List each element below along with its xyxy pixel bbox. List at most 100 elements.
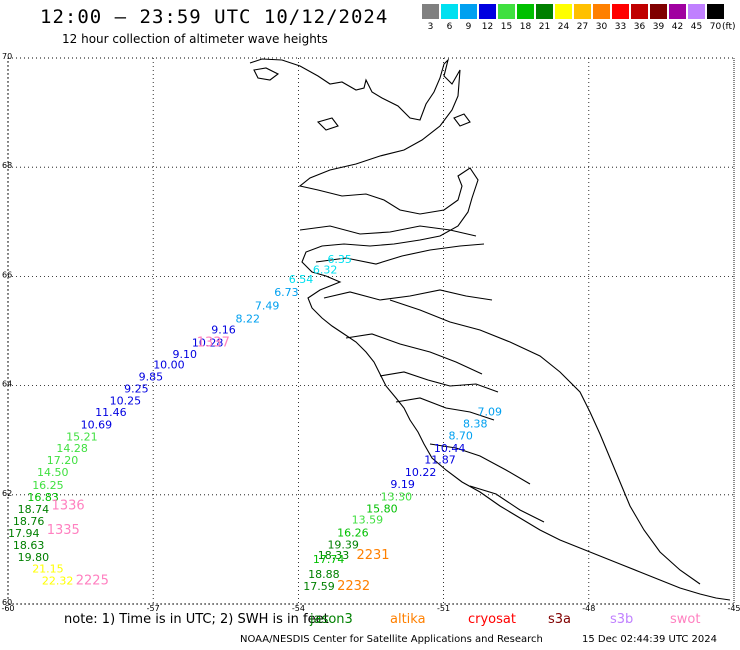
pass-id-label: 1337 — [197, 335, 230, 350]
wave-height-label: 6.35 — [327, 253, 352, 266]
legend-swatch — [593, 4, 610, 19]
legend-swatch — [650, 4, 667, 19]
legend-label: 12 — [481, 22, 494, 32]
latitude-label: 64 — [2, 380, 12, 389]
wave-height-label: 18.88 — [308, 568, 340, 581]
wave-height-label: 8.38 — [463, 418, 488, 431]
wave-height-label: 17.94 — [8, 527, 40, 540]
legend-swatch — [498, 4, 515, 19]
wave-height-label: 22.32 — [42, 574, 74, 587]
fjord-2 — [315, 243, 485, 265]
wave-height-label: 8.70 — [448, 430, 473, 443]
legend-swatch — [688, 4, 705, 19]
wave-height-label: 11.87 — [424, 454, 456, 467]
wave-height-label: 18.33 — [318, 549, 350, 562]
wave-height-label: 7.09 — [477, 406, 502, 419]
wave-height-label: 19.39 — [327, 538, 359, 551]
graticule: 70 68 66 64 62 60-60 -57 -54 -51 -48 -45 — [1, 52, 740, 613]
pass-id-label: 1335 — [47, 523, 80, 538]
wave-height-label: 10.28 — [192, 336, 224, 349]
satellite-name: cryosat — [468, 612, 516, 627]
island-3 — [453, 113, 471, 127]
island-2 — [316, 117, 339, 131]
wave-height-label: 8.22 — [235, 312, 259, 325]
fjord-4 — [345, 333, 483, 375]
pass-id-label: 2225 — [76, 573, 109, 588]
wave-height-label: 18.76 — [13, 515, 45, 528]
wave-height-label: 14.50 — [37, 466, 69, 479]
wave-height-label: 10.25 — [110, 395, 142, 408]
legend-label: 70 — [709, 22, 722, 32]
wave-height-label: 18.63 — [13, 539, 45, 552]
legend-swatch — [479, 4, 496, 19]
longitude-label: -51 — [437, 604, 450, 613]
fjord-3 — [323, 289, 493, 301]
wave-height-label: 6.54 — [289, 273, 314, 286]
legend-label: 42 — [671, 22, 684, 32]
wave-height-label: 17.74 — [313, 553, 345, 566]
coastline-inland — [389, 299, 701, 585]
fjord-1 — [299, 225, 477, 237]
page-title: 12:00 — 23:59 UTC 10/12/2024 — [40, 6, 389, 28]
legend-swatch — [631, 4, 648, 19]
legend-label: 36 — [633, 22, 646, 32]
wave-height-label: 10.69 — [81, 419, 113, 432]
legend-swatch — [517, 4, 534, 19]
wave-height-label: 10.22 — [405, 466, 437, 479]
fjord-6 — [395, 397, 495, 421]
pass-id-label: 2231 — [356, 548, 389, 563]
wave-height-label: 19.80 — [18, 551, 50, 564]
coastline-main — [249, 58, 731, 601]
longitude-label: -54 — [292, 604, 305, 613]
wave-height-label: 17.59 — [303, 580, 335, 593]
wave-height-label: 13.30 — [381, 490, 413, 503]
legend-label: 18 — [519, 22, 532, 32]
fjord-7 — [429, 443, 531, 485]
track-points: 6.356.326.546.737.498.229.1610.289.1010.… — [8, 253, 502, 594]
legend-swatch — [612, 4, 629, 19]
longitude-label: -45 — [727, 604, 740, 613]
pass-id-label: 1336 — [52, 499, 85, 514]
footer-note: note: 1) Time is in UTC; 2) SWH is in fe… — [64, 612, 329, 627]
timestamp: 15 Dec 02:44:39 UTC 2024 — [582, 634, 717, 645]
wave-height-label: 7.49 — [255, 300, 280, 313]
wave-height-label: 17.20 — [47, 454, 79, 467]
legend-label: 27 — [576, 22, 589, 32]
longitude-label: -57 — [147, 604, 160, 613]
latitude-label: 60 — [2, 598, 12, 607]
wave-height-label: 16.83 — [27, 491, 59, 504]
wave-height-label: 18.74 — [18, 503, 50, 516]
latitude-label: 62 — [2, 489, 12, 498]
pass-id-label: 2232 — [337, 579, 370, 594]
island-1 — [253, 67, 280, 81]
legend-label: 15 — [500, 22, 513, 32]
legend-swatch — [536, 4, 553, 19]
longitude-label: -48 — [582, 604, 595, 613]
wave-height-label: 14.28 — [56, 442, 88, 455]
wave-height-label: 6.32 — [313, 264, 338, 277]
legend-unit: (ft) — [722, 22, 736, 32]
wave-height-label: 9.19 — [390, 478, 415, 491]
legend-swatch — [460, 4, 477, 19]
greenland-coastline — [249, 58, 731, 601]
wave-height-label: 15.80 — [366, 502, 398, 515]
wave-height-label: 6.73 — [274, 286, 299, 299]
wave-height-label: 9.85 — [139, 371, 164, 384]
legend-swatch — [555, 4, 572, 19]
satellite-name: s3a — [548, 612, 572, 627]
wave-height-label: 11.46 — [95, 406, 127, 419]
wave-height-label: 21.15 — [32, 562, 64, 575]
wave-height-label: 10.44 — [434, 442, 466, 455]
legend-label: 45 — [690, 22, 703, 32]
legend-label: 6 — [446, 22, 453, 32]
fjord-8 — [469, 485, 545, 523]
fjord-5 — [379, 371, 499, 393]
wave-height-label: 9.16 — [211, 324, 236, 337]
latitude-label: 68 — [2, 161, 12, 170]
legend-swatch — [422, 4, 439, 19]
wave-height-label: 13.59 — [352, 514, 384, 527]
legend-label: 3 — [427, 22, 434, 32]
wave-height-label: 15.21 — [66, 431, 98, 444]
legend-label: 30 — [595, 22, 608, 32]
